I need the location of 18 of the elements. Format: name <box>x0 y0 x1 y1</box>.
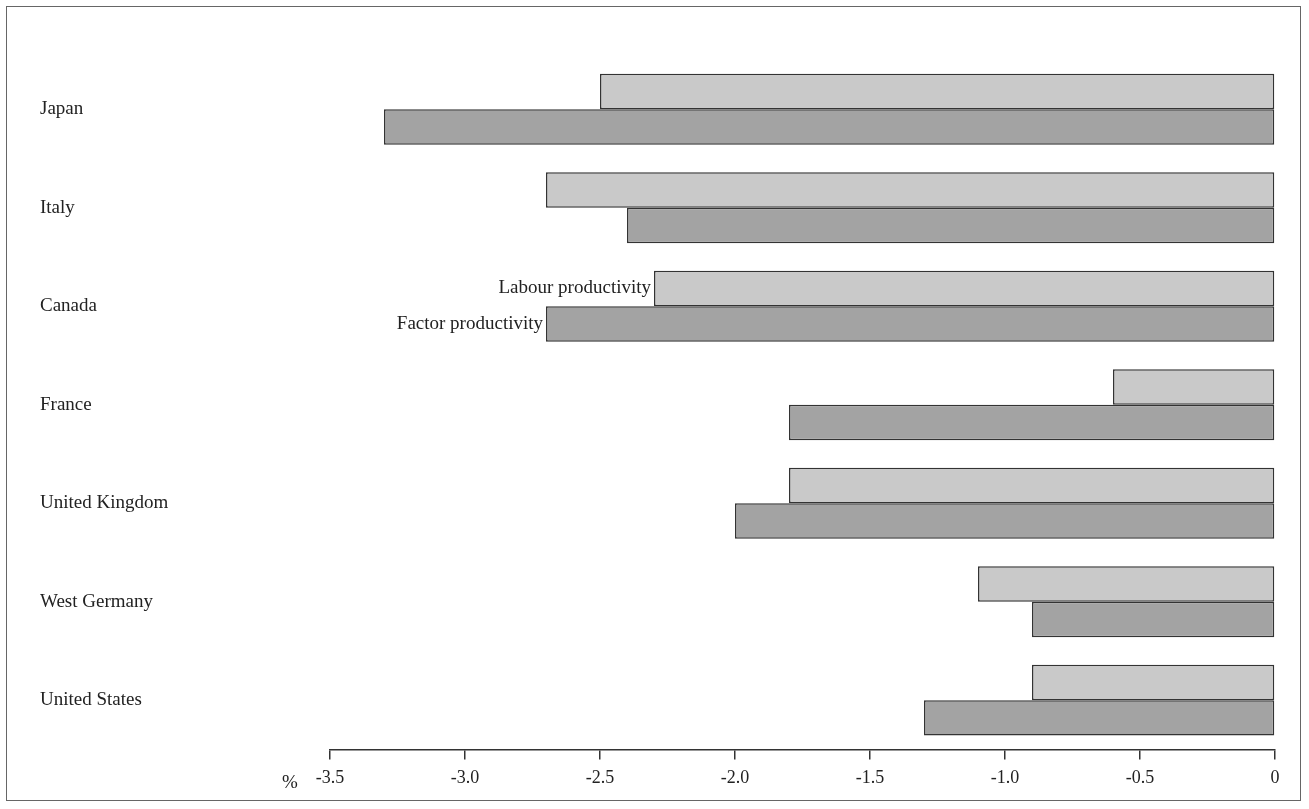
x-axis-title: % <box>282 770 299 792</box>
series-label: Factor productivity <box>396 311 544 333</box>
x-tick-label: -1.0 <box>990 766 1020 787</box>
y-tick-label: West Germany <box>40 589 154 611</box>
x-tick-label: -2.0 <box>720 766 750 787</box>
x-tick-label: -0.5 <box>1125 766 1155 787</box>
y-tick-label: Italy <box>40 195 76 217</box>
y-tick-label: Japan <box>40 97 84 119</box>
x-tick-label: -3.0 <box>450 766 480 787</box>
x-tick-label: -2.5 <box>585 766 615 787</box>
x-tick-label: -3.5 <box>315 766 345 787</box>
y-tick-label: Canada <box>40 294 98 316</box>
x-tick-label: -1.5 <box>855 766 885 787</box>
y-tick-label: France <box>40 392 92 414</box>
series-label: Labour productivity <box>498 276 652 298</box>
y-tick-label: United Kingdom <box>40 491 169 513</box>
y-tick-label: United States <box>40 688 142 710</box>
x-tick-label: 0 <box>1270 766 1280 787</box>
